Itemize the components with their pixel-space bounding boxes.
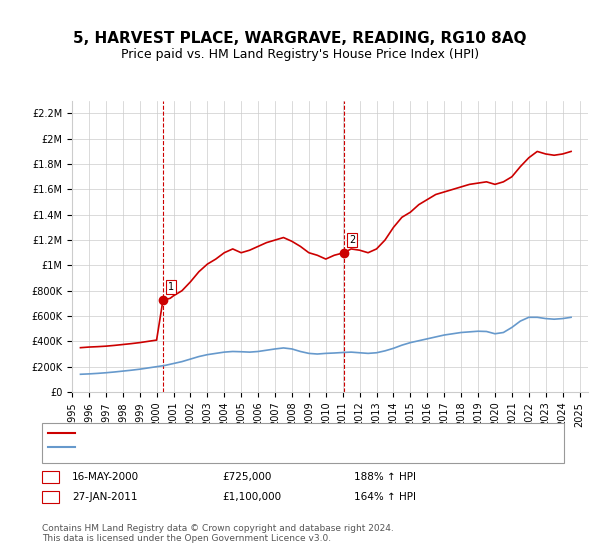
Text: 164% ↑ HPI: 164% ↑ HPI [354, 492, 416, 502]
Text: HPI: Average price, detached house, Wokingham: HPI: Average price, detached house, Woki… [80, 442, 318, 452]
Text: 16-MAY-2000: 16-MAY-2000 [72, 472, 139, 482]
Text: Price paid vs. HM Land Registry's House Price Index (HPI): Price paid vs. HM Land Registry's House … [121, 48, 479, 60]
Text: £1,100,000: £1,100,000 [222, 492, 281, 502]
Text: 2: 2 [47, 492, 54, 502]
Text: 5, HARVEST PLACE, WARGRAVE, READING, RG10 8AQ: 5, HARVEST PLACE, WARGRAVE, READING, RG1… [73, 31, 527, 46]
Text: 27-JAN-2011: 27-JAN-2011 [72, 492, 137, 502]
Text: 2: 2 [349, 235, 355, 245]
Text: 1: 1 [168, 282, 174, 292]
Text: 188% ↑ HPI: 188% ↑ HPI [354, 472, 416, 482]
Text: £725,000: £725,000 [222, 472, 271, 482]
Text: Contains HM Land Registry data © Crown copyright and database right 2024.
This d: Contains HM Land Registry data © Crown c… [42, 524, 394, 543]
Text: 1: 1 [47, 472, 54, 482]
Text: 5, HARVEST PLACE, WARGRAVE, READING, RG10 8AQ (detached house): 5, HARVEST PLACE, WARGRAVE, READING, RG1… [80, 428, 430, 438]
